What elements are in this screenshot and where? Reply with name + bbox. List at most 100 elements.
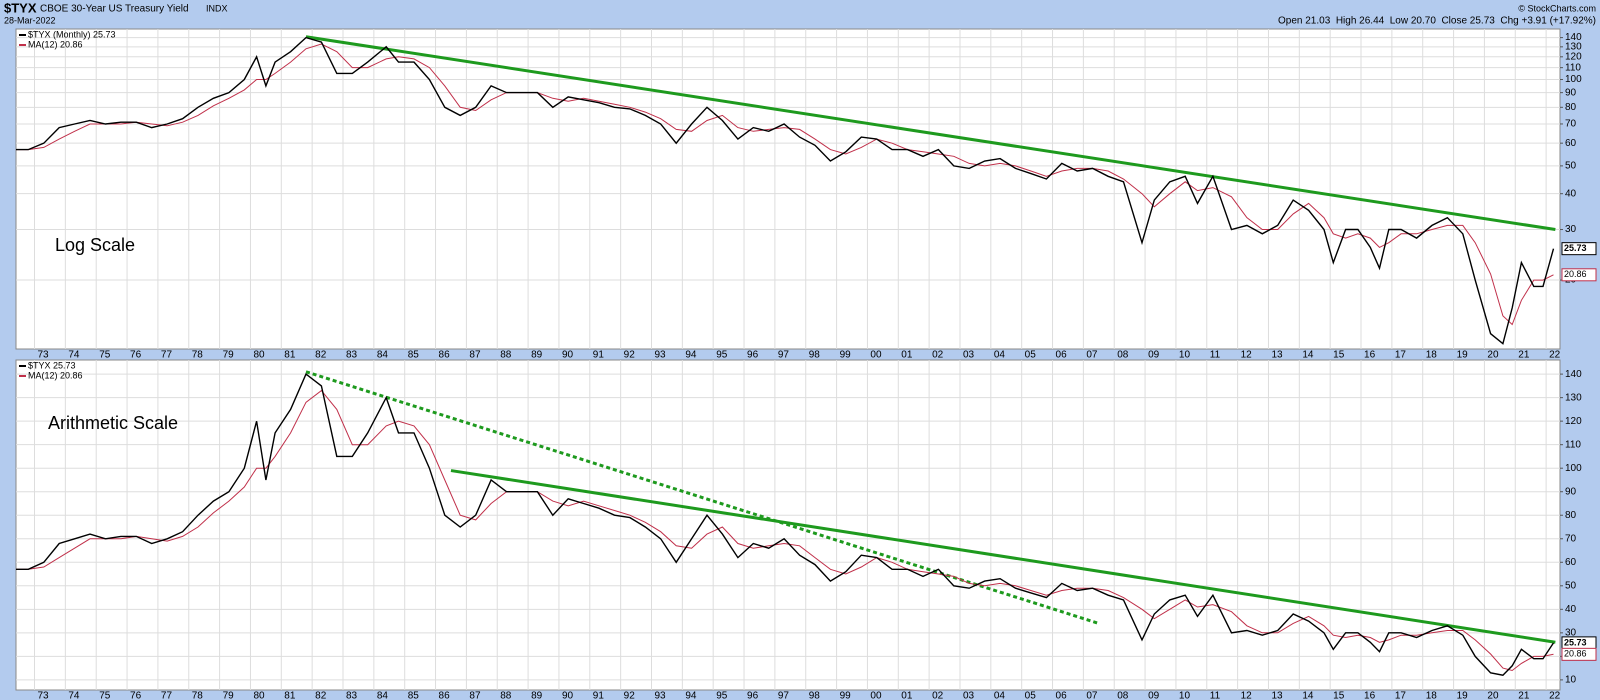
- x-tick-label: 94: [685, 691, 697, 700]
- x-tick-label: 95: [716, 350, 728, 361]
- x-tick-label: 09: [1148, 350, 1160, 361]
- y-tick-label: 80: [1565, 510, 1577, 521]
- security-name: CBOE 30-Year US Treasury Yield: [40, 4, 189, 15]
- y-tick-label: 40: [1565, 188, 1577, 199]
- legend-label: MA(12) 20.86: [28, 370, 83, 380]
- annotation: Log Scale: [55, 235, 135, 255]
- x-tick-label: 19: [1457, 691, 1469, 700]
- y-tick-label: 100: [1565, 463, 1582, 474]
- x-tick-label: 90: [562, 350, 574, 361]
- x-tick-label: 13: [1271, 350, 1283, 361]
- y-tick-label: 140: [1565, 369, 1582, 380]
- x-tick-label: 03: [963, 350, 975, 361]
- y-tick-label: 70: [1565, 119, 1577, 130]
- y-tick-label: 110: [1565, 439, 1581, 450]
- trendline: [305, 35, 1556, 232]
- x-tick-label: 12: [1241, 691, 1253, 700]
- series-line: [16, 43, 1554, 326]
- x-tick-label: 88: [500, 350, 512, 361]
- x-tick-label: 96: [747, 691, 759, 700]
- x-tick-label: 08: [1117, 350, 1129, 361]
- y-tick-label: 90: [1565, 486, 1577, 497]
- x-tick-label: 98: [809, 691, 821, 700]
- x-tick-label: 21: [1518, 691, 1530, 700]
- x-tick-label: 20: [1487, 691, 1499, 700]
- x-tick-label: 83: [346, 691, 358, 700]
- last-value-label: 20.86: [1564, 269, 1587, 279]
- x-tick-label: 99: [840, 691, 852, 700]
- last-value-box: [1561, 242, 1597, 256]
- x-tick-label: 22: [1549, 350, 1561, 361]
- x-tick-label: 11: [1210, 691, 1221, 700]
- x-tick-label: 80: [253, 691, 265, 700]
- x-tick-label: 22: [1549, 691, 1561, 700]
- trendline: [450, 469, 1556, 644]
- x-tick-label: 89: [531, 350, 543, 361]
- x-tick-label: 92: [624, 350, 636, 361]
- x-tick-label: 19: [1457, 350, 1469, 361]
- y-tick-label: 10: [1565, 675, 1577, 686]
- x-tick-label: 92: [624, 691, 636, 700]
- x-tick-label: 77: [161, 691, 173, 700]
- x-tick-label: 16: [1364, 691, 1376, 700]
- x-tick-label: 12: [1241, 350, 1253, 361]
- x-tick-label: 93: [654, 691, 666, 700]
- x-tick-label: 73: [38, 350, 50, 361]
- x-tick-label: 17: [1395, 691, 1407, 700]
- x-tick-label: 10: [1179, 350, 1191, 361]
- x-tick-label: 98: [809, 350, 821, 361]
- x-tick-label: 74: [68, 691, 80, 700]
- annotation: Arithmetic Scale: [48, 413, 178, 433]
- series-line: [16, 389, 1554, 672]
- x-tick-label: 06: [1056, 350, 1068, 361]
- x-tick-label: 85: [408, 691, 420, 700]
- x-tick-label: 14: [1302, 350, 1314, 361]
- y-tick-label: 90: [1565, 87, 1577, 98]
- symbol: $TYX: [4, 0, 37, 15]
- x-tick-label: 81: [284, 691, 296, 700]
- y-tick-label: 110: [1565, 62, 1581, 73]
- x-tick-label: 04: [994, 350, 1006, 361]
- x-tick-label: 08: [1117, 691, 1129, 700]
- y-tick-label: 120: [1565, 416, 1582, 427]
- exchange: INDX: [206, 3, 228, 13]
- x-tick-label: 94: [685, 350, 697, 361]
- x-tick-label: 03: [963, 691, 975, 700]
- x-tick-label: 05: [1025, 350, 1037, 361]
- legend-label: $TYX (Monthly) 25.73: [28, 29, 116, 39]
- x-tick-label: 91: [593, 691, 605, 700]
- y-tick-label: 120: [1565, 51, 1582, 62]
- y-tick-label: 30: [1565, 224, 1577, 235]
- x-tick-label: 04: [994, 691, 1006, 700]
- y-tick-label: 100: [1565, 74, 1582, 85]
- x-tick-label: 05: [1025, 691, 1037, 700]
- x-tick-label: 89: [531, 691, 543, 700]
- x-tick-label: 18: [1426, 691, 1438, 700]
- copyright: © StockCharts.com: [1518, 3, 1596, 13]
- x-tick-label: 97: [778, 691, 790, 700]
- x-tick-label: 84: [377, 350, 389, 361]
- x-tick-label: 79: [223, 691, 235, 700]
- x-tick-label: 80: [253, 350, 265, 361]
- x-tick-label: 11: [1210, 350, 1221, 361]
- y-tick-label: 60: [1565, 557, 1577, 568]
- last-value-label: 20.86: [1564, 649, 1587, 659]
- x-tick-label: 91: [593, 350, 605, 361]
- x-tick-label: 88: [500, 691, 512, 700]
- last-value-box: [1561, 647, 1597, 661]
- x-tick-label: 15: [1333, 350, 1345, 361]
- y-tick-label: 50: [1565, 580, 1577, 591]
- x-tick-label: 16: [1364, 350, 1376, 361]
- x-tick-label: 77: [161, 350, 173, 361]
- x-tick-label: 90: [562, 691, 574, 700]
- legend-label: $TYX 25.73: [28, 360, 76, 370]
- x-tick-label: 73: [38, 691, 50, 700]
- x-tick-label: 93: [654, 350, 666, 361]
- date: 28-Mar-2022: [4, 15, 56, 25]
- x-tick-label: 00: [870, 350, 882, 361]
- x-tick-label: 17: [1395, 350, 1407, 361]
- x-tick-label: 76: [130, 691, 142, 700]
- y-tick-label: 40: [1565, 604, 1577, 615]
